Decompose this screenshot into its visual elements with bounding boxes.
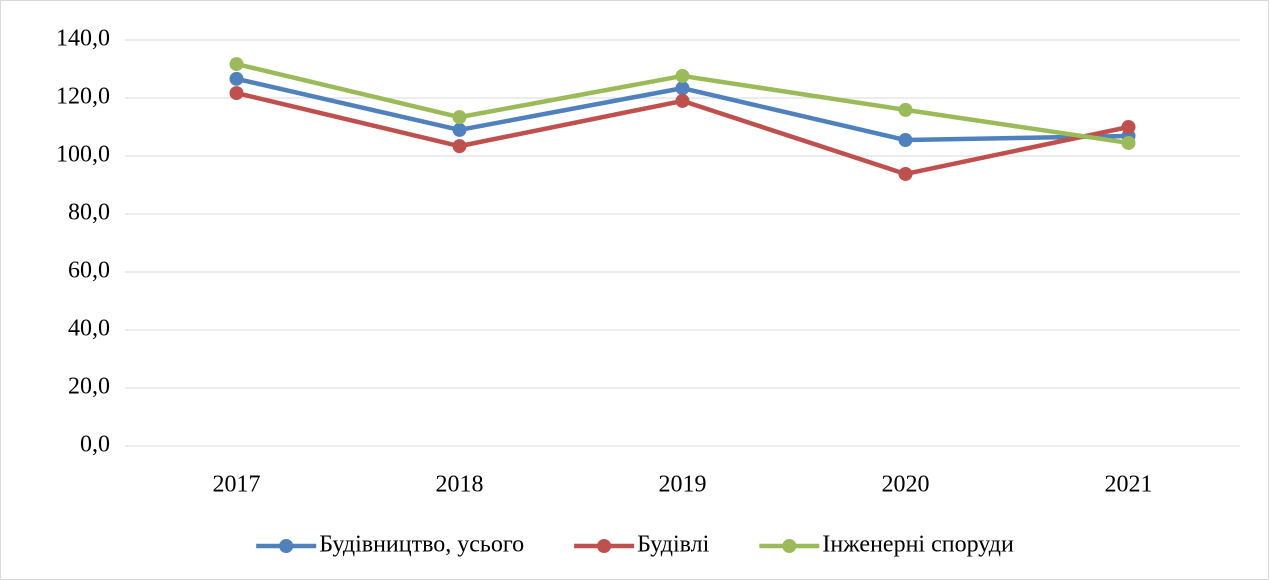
y-tick-label: 100,0 — [56, 142, 110, 168]
data-point — [452, 122, 467, 137]
data-point — [229, 57, 244, 72]
y-tick-label: 20,0 — [68, 374, 110, 400]
y-tick-label: 0,0 — [80, 432, 110, 458]
y-tick-label: 40,0 — [68, 316, 110, 342]
legend-marker — [782, 539, 797, 553]
data-point — [675, 68, 690, 83]
data-point — [898, 166, 913, 181]
y-tick-label: 140,0 — [56, 26, 110, 52]
data-point — [229, 71, 244, 86]
x-tick-label: 2021 — [1105, 472, 1153, 498]
y-tick-label: 120,0 — [56, 84, 110, 110]
data-point — [1121, 120, 1136, 134]
data-point — [675, 81, 690, 96]
x-tick-label: 2017 — [213, 472, 261, 498]
data-point — [452, 110, 467, 125]
data-point — [675, 93, 690, 108]
y-tick-label: 60,0 — [68, 258, 110, 284]
data-point — [898, 133, 913, 148]
legend-label: Будівництво, усього — [319, 532, 524, 558]
data-point — [1121, 135, 1136, 150]
legend-label: Інженерні споруди — [822, 532, 1014, 558]
legend-marker — [597, 539, 612, 553]
legend-marker — [279, 539, 294, 553]
legend-label: Будівлі — [637, 532, 710, 558]
x-tick-label: 2018 — [436, 472, 484, 498]
x-tick-label: 2019 — [659, 472, 707, 498]
data-point — [898, 102, 913, 117]
y-tick-label: 80,0 — [68, 200, 110, 226]
x-tick-label: 2020 — [882, 472, 930, 498]
data-point — [229, 86, 244, 101]
data-point — [452, 139, 467, 154]
